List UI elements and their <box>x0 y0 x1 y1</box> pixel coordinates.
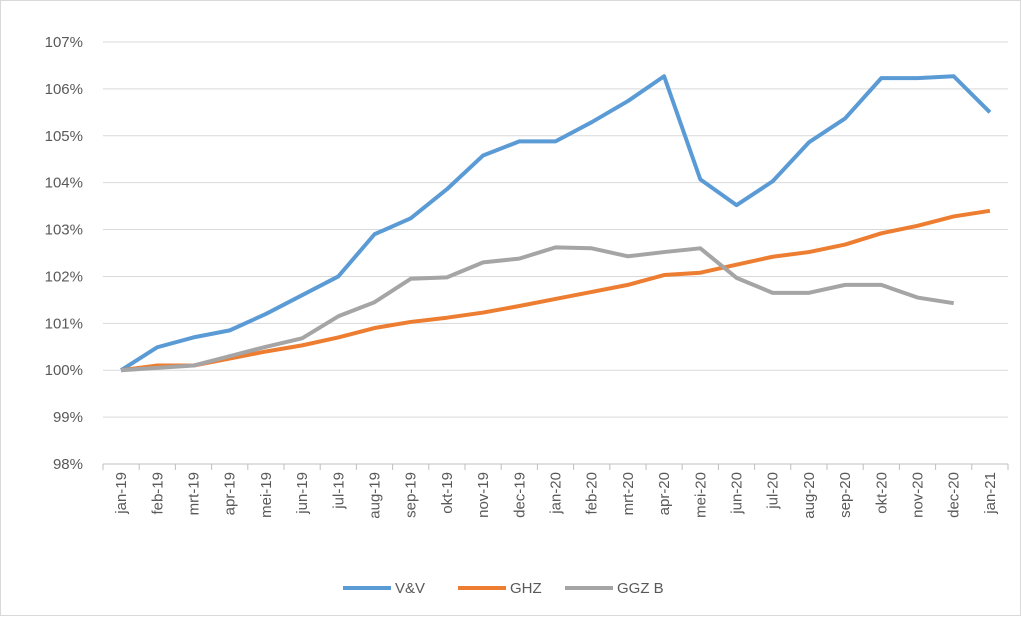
x-tick-label: jun-20 <box>729 472 746 515</box>
y-tick-label: 99% <box>53 409 83 426</box>
x-tick-label: jul-19 <box>330 472 347 510</box>
x-tick-label: jun-19 <box>294 472 311 515</box>
x-tick-label: jan-21 <box>982 472 999 515</box>
x-tick-label: sep-20 <box>837 472 854 518</box>
legend-label: GHZ <box>510 580 542 597</box>
y-tick-label: 105% <box>45 128 83 145</box>
x-tick-label: mei-20 <box>692 472 709 518</box>
x-tick-label: apr-20 <box>656 472 673 515</box>
x-tick-label: jan-20 <box>548 472 565 515</box>
x-tick-label: okt-20 <box>873 472 890 514</box>
x-tick-label: dec-20 <box>946 472 963 518</box>
x-tick-label: okt-19 <box>439 472 456 514</box>
y-tick-label: 107% <box>45 34 83 51</box>
legend-label: V&V <box>395 580 425 597</box>
legend-label: GGZ B <box>617 580 664 597</box>
x-tick-label: nov-19 <box>475 472 492 518</box>
x-tick-label: jan-19 <box>113 472 130 515</box>
y-tick-label: 103% <box>45 222 83 239</box>
series-line <box>120 74 992 372</box>
x-tick-label: aug-20 <box>801 472 818 519</box>
x-tick-label: dec-19 <box>511 472 528 518</box>
series-line <box>120 245 955 373</box>
y-tick-label: 104% <box>45 175 83 192</box>
y-tick-label: 101% <box>45 315 83 332</box>
x-tick-label: sep-19 <box>403 472 420 518</box>
y-tick-label: 102% <box>45 268 83 285</box>
x-tick-label: jul-20 <box>765 472 782 510</box>
x-tick-label: mrt-19 <box>186 472 203 515</box>
y-tick-label: 98% <box>53 456 83 473</box>
series-line <box>120 208 991 373</box>
x-tick-label: aug-19 <box>367 472 384 519</box>
x-tick-label: mrt-20 <box>620 472 637 515</box>
x-tick-label: feb-19 <box>149 472 166 515</box>
x-tick-label: apr-19 <box>222 472 239 515</box>
y-tick-label: 106% <box>45 81 83 98</box>
x-tick-label: nov-20 <box>910 472 927 518</box>
x-tick-label: mei-19 <box>258 472 275 518</box>
y-tick-label: 100% <box>45 362 83 379</box>
x-tick-label: feb-20 <box>584 472 601 515</box>
